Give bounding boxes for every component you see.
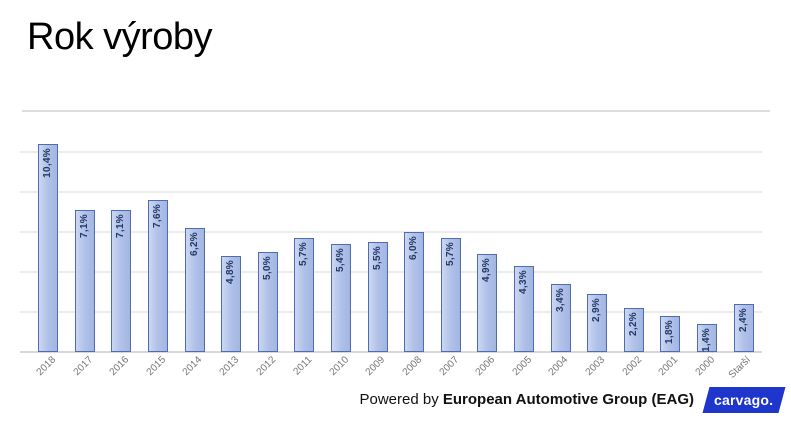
bar-2015: 7,6% (148, 200, 169, 352)
bar-slot: 4,9% 2006 (469, 132, 506, 378)
bar-value-label: 1,8% (664, 320, 676, 344)
bar-value-label: 10,4% (42, 148, 54, 178)
bar-value-label: 5,5% (371, 246, 383, 270)
bar-2000: 1,4% (696, 324, 717, 352)
bar-slot: 6,2% 2014 (176, 132, 213, 378)
x-axis-label: 2012 (254, 354, 278, 378)
gridline-4pct (20, 271, 762, 273)
title-divider (22, 110, 770, 112)
bar-2006: 4,9% (477, 254, 498, 352)
powered-by-prefix: Powered by (359, 391, 443, 408)
x-axis-label: 2002 (620, 354, 644, 378)
bar-Starší: 2,4% (733, 304, 754, 352)
x-axis-line (20, 351, 762, 353)
x-axis-label: 2004 (546, 354, 571, 378)
bar-slot: 7,1% 2016 (103, 132, 140, 378)
bar-2005: 4,3% (514, 266, 535, 352)
x-axis-label: 2018 (34, 354, 59, 378)
bar-2007: 5,7% (440, 238, 461, 352)
x-axis-label: 2008 (400, 354, 425, 378)
bar-slot: 5,4% 2010 (323, 132, 360, 378)
bar-slot: 5,7% 2007 (433, 132, 470, 378)
bar-value-label: 2,4% (737, 308, 749, 332)
x-axis-label: 2015 (144, 354, 168, 378)
bar-value-label: 2,2% (627, 312, 639, 336)
x-axis-label: 2007 (437, 354, 461, 378)
bar-value-label: 6,2% (188, 232, 200, 256)
bar-slot: 3,4% 2004 (542, 132, 579, 378)
bar-slot: 1,4% 2000 (689, 132, 726, 378)
bar-2008: 6,0% (404, 232, 425, 352)
bar-slot: 5,5% 2009 (359, 132, 396, 378)
bar-value-label: 5,0% (261, 256, 273, 280)
x-axis-label: 2014 (181, 354, 205, 378)
bar-2002: 2,2% (623, 308, 644, 352)
gridline-8pct (20, 191, 762, 193)
bar-2016: 7,1% (111, 210, 132, 352)
powered-by-text: Powered by European Automotive Group (EA… (359, 391, 694, 408)
x-axis-label: 2013 (217, 354, 242, 378)
bar-2001: 1,8% (660, 316, 681, 352)
bar-value-label: 7,1% (78, 214, 90, 238)
gridlines-layer (20, 132, 762, 353)
bar-slot: 7,1% 2017 (67, 132, 104, 378)
bar-2012: 5,0% (257, 252, 278, 352)
bar-2003: 2,9% (587, 294, 608, 352)
bar-chart: 10,4% 2018 7,1% 2017 7,1% 2016 7,6% 2015 6,2% 201… (0, 132, 791, 381)
bar-slot: 7,6% 2015 (140, 132, 177, 378)
bar-slot: 5,0% 2012 (250, 132, 287, 378)
bar-2014: 6,2% (184, 228, 205, 352)
gridline-6pct (20, 231, 762, 233)
gridline-2pct (20, 311, 762, 313)
powered-by-brand: European Automotive Group (EAG) (442, 391, 694, 408)
bar-2004: 3,4% (550, 284, 571, 352)
bar-2011: 5,7% (294, 238, 315, 352)
carvago-logo-text: carvago. (714, 392, 774, 408)
x-axis-label: 2006 (473, 354, 498, 378)
bar-value-label: 7,1% (115, 214, 127, 238)
bar-2009: 5,5% (367, 242, 388, 352)
bar-value-label: 1,4% (700, 328, 712, 352)
x-axis-label: 2003 (583, 354, 608, 378)
bar-slot: 2,2% 2002 (616, 132, 653, 378)
bar-value-label: 4,8% (225, 260, 237, 284)
bar-value-label: 5,4% (335, 248, 347, 272)
x-axis-label: 2005 (510, 354, 534, 378)
chart-title: Rok výroby (27, 16, 213, 58)
x-axis-label: Starší (727, 354, 754, 381)
bar-value-label: 6,0% (408, 236, 420, 260)
bar-slot: 6,0% 2008 (396, 132, 433, 378)
x-axis-label: 2016 (107, 354, 132, 378)
plot-area: 10,4% 2018 7,1% 2017 7,1% 2016 7,6% 2015 6,2% 201… (30, 132, 762, 381)
footer: Powered by European Automotive Group (EA… (0, 385, 791, 415)
bar-slot: 1,8% 2001 (652, 132, 689, 378)
x-axis-label: 2000 (693, 354, 717, 378)
x-axis-label: 2009 (364, 354, 388, 378)
bar-value-label: 4,9% (481, 258, 493, 282)
bar-slot: 4,3% 2005 (506, 132, 543, 378)
gridline-10pct (20, 151, 762, 153)
x-axis-label: 2010 (327, 354, 351, 378)
bar-2013: 4,8% (221, 256, 242, 352)
bar-slot: 10,4% 2018 (30, 132, 67, 378)
bar-value-label: 3,4% (554, 288, 566, 312)
carvago-logo: carvago. (702, 387, 786, 413)
bar-slot: 4,8% 2013 (213, 132, 250, 378)
bar-value-label: 5,7% (444, 242, 456, 266)
bar-value-label: 7,6% (152, 204, 164, 228)
bar-value-label: 4,3% (518, 270, 530, 294)
x-axis-label: 2011 (291, 354, 315, 378)
x-axis-label: 2001 (656, 354, 681, 378)
bar-value-label: 2,9% (591, 298, 603, 322)
bar-2018: 10,4% (38, 144, 59, 352)
bar-slot: 5,7% 2011 (286, 132, 323, 377)
bar-value-label: 5,7% (298, 242, 310, 266)
bar-slot: 2,4% Starší (725, 132, 762, 381)
x-axis-label: 2017 (71, 354, 95, 378)
bar-2010: 5,4% (331, 244, 352, 352)
bar-2017: 7,1% (74, 210, 95, 352)
bar-slot: 2,9% 2003 (579, 132, 616, 378)
